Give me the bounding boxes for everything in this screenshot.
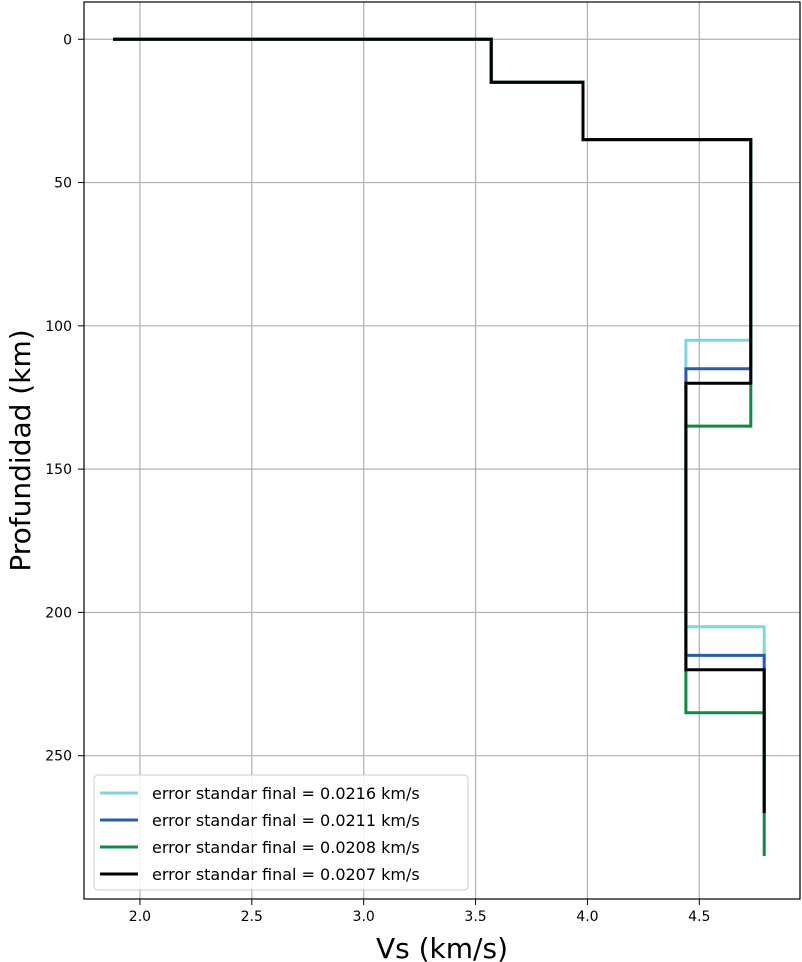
x-axis: 2.0 2.5 3.0 3.5 4.0 4.5 xyxy=(129,899,710,925)
legend-label: error standar final = 0.0207 km/s xyxy=(152,865,420,884)
series-lines xyxy=(113,37,766,856)
legend-box xyxy=(93,774,469,891)
x-tick-label: 3.0 xyxy=(353,909,375,925)
legend-label: error standar final = 0.0216 km/s xyxy=(152,784,420,803)
y-tick-label: 200 xyxy=(45,605,72,621)
x-tick-label: 2.5 xyxy=(241,909,263,925)
y-tick-label: 150 xyxy=(45,462,72,478)
x-tick-label: 3.5 xyxy=(464,909,486,925)
series-line-4 xyxy=(113,37,766,813)
y-axis-title: Profundidad (km) xyxy=(4,329,37,571)
x-tick-label: 4.0 xyxy=(576,909,598,925)
y-tick-label: 0 xyxy=(63,32,72,48)
series-line-2 xyxy=(113,37,766,813)
x-tick-label: 2.0 xyxy=(129,909,151,925)
y-tick-label: 100 xyxy=(45,319,72,335)
y-tick-label: 250 xyxy=(45,749,72,765)
series-line-3 xyxy=(113,37,766,856)
legend: error standar final = 0.0216 km/s error s… xyxy=(93,774,469,891)
legend-label: error standar final = 0.0211 km/s xyxy=(152,811,420,830)
grid xyxy=(84,2,800,899)
series-line-1 xyxy=(113,37,766,813)
x-tick-label: 4.5 xyxy=(688,909,710,925)
y-tick-label: 50 xyxy=(54,176,72,192)
legend-label: error standar final = 0.0208 km/s xyxy=(152,838,420,857)
y-axis: 0 50 100 150 200 250 xyxy=(45,32,84,765)
plot-frame xyxy=(83,1,801,900)
x-axis-title: Vs (km/s) xyxy=(376,932,508,962)
